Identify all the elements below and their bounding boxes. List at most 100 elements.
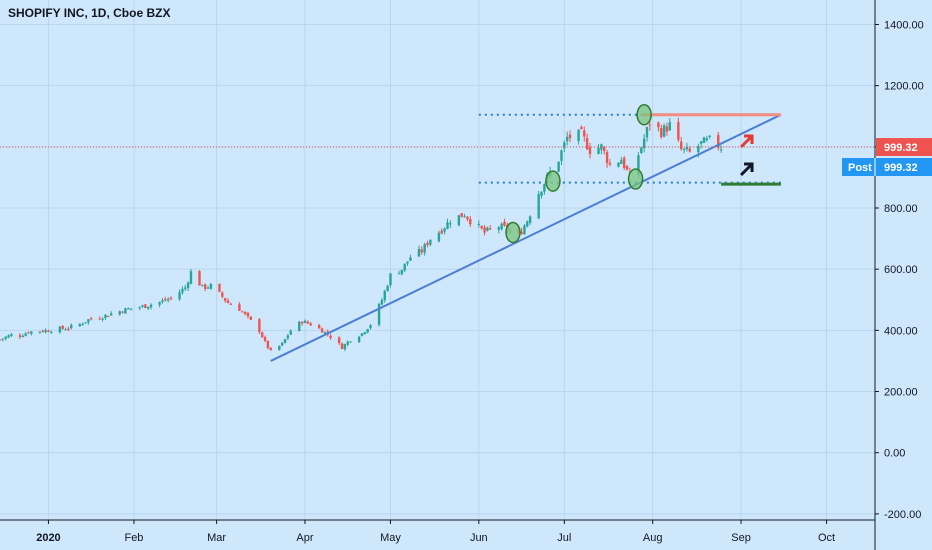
candle-body xyxy=(600,144,603,150)
candle-body xyxy=(617,162,620,167)
candle-body xyxy=(463,216,466,218)
arrow-head xyxy=(744,134,754,144)
candle-body xyxy=(58,326,62,333)
chart-title: SHOPIFY INC, 1D, Cboe BZX xyxy=(8,6,171,20)
highlight-circle xyxy=(636,103,652,126)
candle-body xyxy=(657,122,660,128)
candle-body xyxy=(289,330,292,335)
candle-body xyxy=(440,230,443,234)
candle-body xyxy=(204,284,207,289)
candle-body xyxy=(469,218,472,225)
candle-body xyxy=(662,125,666,137)
candle-body xyxy=(4,336,7,339)
x-tick-label: Aug xyxy=(643,532,663,544)
candle-body xyxy=(640,147,643,154)
y-tick-label: 0.00 xyxy=(884,448,905,460)
candle-body xyxy=(560,150,563,161)
candle-body xyxy=(27,332,30,334)
candle-body xyxy=(67,328,70,330)
candle-body xyxy=(369,325,372,329)
candle-body xyxy=(409,257,412,261)
candle-body xyxy=(622,157,626,168)
arrow-shaft xyxy=(739,163,753,177)
candle-body xyxy=(500,223,503,230)
candle-body xyxy=(528,216,532,223)
candle-body xyxy=(648,124,652,126)
candle-body xyxy=(118,311,121,315)
highlight-circle xyxy=(545,170,561,192)
candle-body xyxy=(201,284,204,286)
candle-body xyxy=(708,135,711,138)
x-tick-label: Sep xyxy=(731,532,751,544)
candle-body xyxy=(429,239,432,245)
candle-body xyxy=(480,225,483,229)
candle-body xyxy=(497,227,500,230)
candle-body xyxy=(580,126,583,130)
candle-body xyxy=(64,329,67,331)
candle-body xyxy=(98,318,101,320)
candle-body xyxy=(357,336,361,343)
candle-body xyxy=(637,155,640,175)
candle-body xyxy=(360,333,364,336)
candle-body xyxy=(198,271,201,286)
candle-body xyxy=(583,130,586,137)
candle-body xyxy=(677,122,680,140)
candle-body xyxy=(241,311,244,313)
candle-body xyxy=(0,339,2,341)
x-tick-label: Jul xyxy=(557,532,571,544)
candle-body xyxy=(61,326,64,329)
candle-body xyxy=(343,344,347,350)
candle-body xyxy=(169,297,173,299)
candle-body xyxy=(460,213,463,218)
candle-body xyxy=(437,232,441,242)
candle-body xyxy=(283,339,287,344)
candle-body xyxy=(400,269,404,275)
candle-body xyxy=(166,299,170,301)
candle-body xyxy=(585,138,589,150)
candle-body xyxy=(397,273,401,275)
x-tick-label: Apr xyxy=(296,532,313,544)
y-tick-label: 1400.00 xyxy=(884,19,924,31)
candle-body xyxy=(346,341,349,345)
candle-body xyxy=(78,323,82,327)
candle-body xyxy=(104,314,107,319)
candle-body xyxy=(366,329,369,333)
candle-body xyxy=(243,311,247,314)
candle-body xyxy=(50,331,53,333)
candle-body xyxy=(286,335,290,339)
candle-body xyxy=(682,148,686,150)
highlight-circle xyxy=(627,168,644,190)
candle-body xyxy=(238,304,241,311)
candle-body xyxy=(266,340,270,349)
candle-body xyxy=(702,137,706,143)
candle-body xyxy=(608,162,612,165)
last-price-tag xyxy=(876,138,932,157)
candle-body xyxy=(246,312,250,317)
candle-body xyxy=(603,146,606,152)
x-tick-label: Feb xyxy=(124,532,143,544)
x-tick-label: Oct xyxy=(818,532,835,544)
candle-body xyxy=(625,166,629,170)
candle-body xyxy=(101,318,104,320)
x-tick-label: May xyxy=(380,532,401,544)
candle-body xyxy=(377,303,381,325)
candle-body xyxy=(258,319,261,332)
candle-body xyxy=(363,332,367,335)
candle-body xyxy=(81,324,84,326)
highlight-circle xyxy=(505,221,521,244)
candle-body xyxy=(38,331,42,333)
candle-body xyxy=(337,337,341,344)
candle-body xyxy=(70,325,73,329)
candle-body xyxy=(90,318,93,320)
candle-body xyxy=(30,331,33,334)
candle-body xyxy=(226,300,230,304)
candle-body xyxy=(249,316,253,320)
candle-body xyxy=(221,292,224,297)
candle-body xyxy=(443,228,446,232)
candle-body xyxy=(685,147,689,150)
candle-body xyxy=(543,184,546,192)
candle-body xyxy=(178,292,181,300)
candle-body xyxy=(386,285,389,291)
